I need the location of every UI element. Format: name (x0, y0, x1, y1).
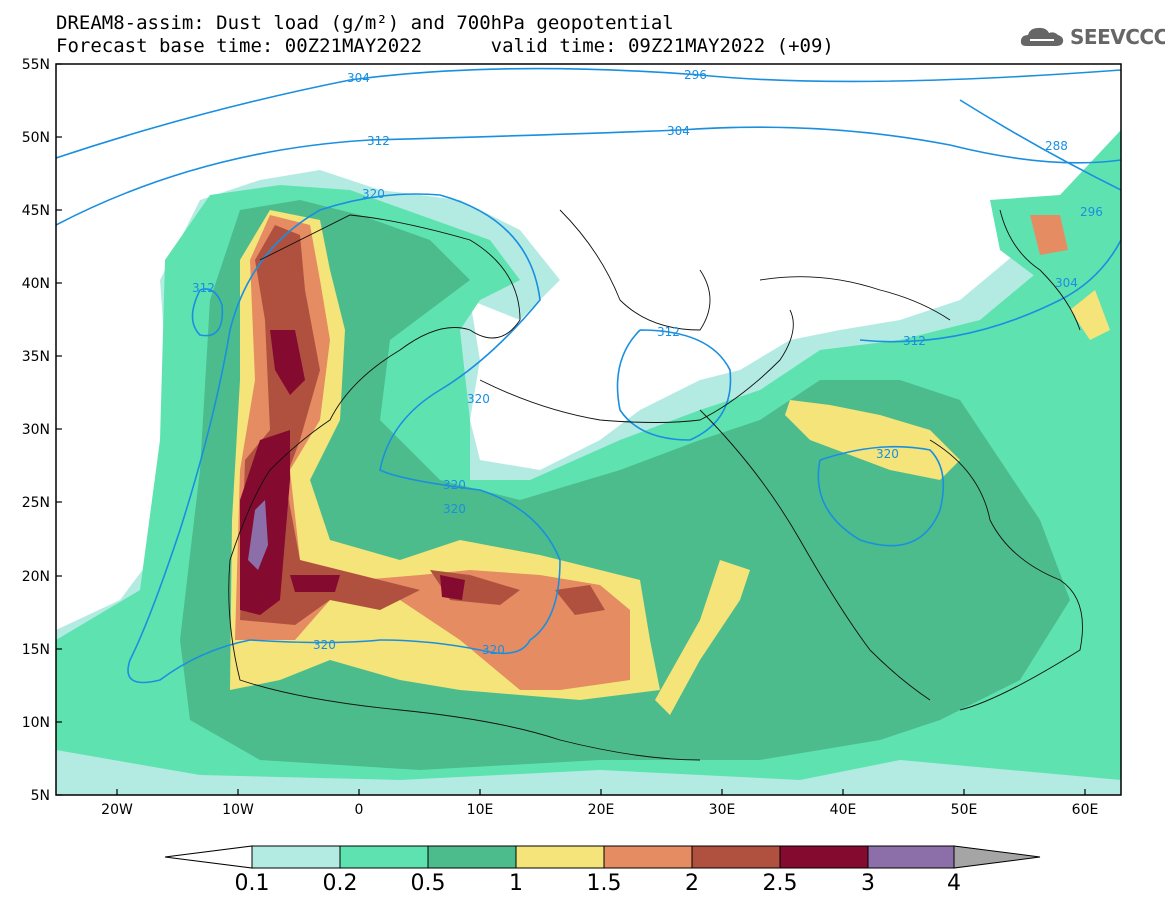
seevccc-logo: SEEVCCC (1018, 24, 1165, 50)
coastline (479, 309, 794, 423)
colorbar-swatch (867, 845, 955, 869)
dust-level-1-east (785, 400, 960, 480)
lon-label: 20E (588, 802, 615, 818)
contour-label: 320 (443, 502, 466, 516)
contour-label: 304 (667, 124, 690, 138)
colorbar-label: 4 (947, 871, 961, 896)
dust-level-2.5-d (440, 575, 465, 600)
colorbar-swatch (603, 845, 693, 869)
contour-label: 320 (467, 392, 490, 406)
colorbar-label: 0.2 (322, 871, 358, 896)
coastline (759, 276, 951, 321)
lat-label: 15N (22, 642, 50, 658)
contour-label: 312 (903, 334, 926, 348)
colorbar-left-arrow (164, 845, 253, 869)
dust-level-1-gulf (1070, 290, 1110, 340)
coastline (559, 209, 711, 331)
lat-label: 30N (22, 422, 50, 438)
colorbar-swatch (339, 845, 429, 869)
contour-line (127, 193, 561, 684)
contour-label: 312 (192, 281, 215, 295)
contour-label: 296 (684, 68, 707, 82)
colorbar-swatch (427, 845, 517, 869)
map-title: DREAM8-assim: Dust load (g/m²) and 700hP… (56, 12, 674, 34)
colorbar-label: 2 (685, 871, 699, 896)
contour-label: 288 (1045, 139, 1068, 153)
lon-label: 20W (101, 802, 133, 818)
dust-level-2.5-c (290, 575, 340, 592)
lat-label: 25N (22, 495, 50, 511)
geopotential-contours (56, 67, 1121, 684)
contour-label: 304 (347, 71, 370, 85)
contour-label: 320 (482, 643, 505, 657)
contour-label: 320 (876, 447, 899, 461)
dust-level-1.5-ne (1030, 215, 1068, 255)
contour-label: 304 (1055, 276, 1078, 290)
lat-label: 10N (22, 715, 50, 731)
coastline (228, 214, 701, 761)
lon-labels: 20W 10W 0 10E 20E 30E 40E 50E 60E (101, 802, 1098, 818)
dust-level-2-east (555, 585, 605, 615)
colorbar-label: 0.1 (234, 871, 270, 896)
contour-label: 320 (313, 638, 336, 652)
lat-label: 50N (22, 130, 50, 146)
contour-line (616, 329, 732, 441)
colorbar-swatch (779, 845, 869, 869)
lat-label: 40N (22, 276, 50, 292)
coastlines (228, 209, 1083, 761)
colorbar-label: 0.5 (410, 871, 446, 896)
contour-label: 312 (367, 134, 390, 148)
lon-label: 40E (830, 802, 857, 818)
lat-label: 5N (31, 788, 50, 804)
lon-label: 30E (709, 802, 736, 818)
colorbar-swatch (515, 845, 605, 869)
contour-label: 320 (443, 478, 466, 492)
colorbar-label: 1.5 (586, 871, 622, 896)
lon-label: 0 (355, 802, 364, 818)
lat-label: 55N (22, 57, 50, 73)
colorbar (164, 845, 1041, 869)
axis-ticks (56, 63, 1086, 796)
colorbar-right-arrow (953, 845, 1041, 869)
coastline (999, 209, 1081, 331)
lat-label: 20N (22, 569, 50, 585)
dust-level-3 (248, 500, 268, 570)
contour-line (859, 239, 1121, 343)
logo-text: SEEVCCC (1070, 25, 1165, 49)
contour-line (817, 445, 945, 547)
lon-label: 60E (1072, 802, 1099, 818)
colorbar-label: 1 (509, 871, 523, 896)
colorbar-swatch (251, 845, 341, 869)
lon-label: 10E (467, 802, 494, 818)
contour-label: 320 (362, 187, 385, 201)
contour-line (191, 288, 224, 337)
cloud-icon (1020, 27, 1064, 46)
colorbar-swatch (691, 845, 781, 869)
lat-labels: 55N 50N 45N 40N 35N 30N 25N 20N 15N 10N … (22, 57, 50, 804)
contour-label: 296 (1080, 205, 1103, 219)
contour-line (959, 99, 1121, 191)
contour-line (56, 126, 1121, 226)
dust-level-1-africa (655, 560, 750, 715)
contour-labels: 304 296 312 304 288 296 320 312 304 312 … (192, 68, 1103, 657)
forecast-times: Forecast base time: 00Z21MAY2022 valid t… (56, 35, 834, 57)
contour-label: 312 (657, 325, 680, 339)
contour-line (56, 67, 1121, 159)
lon-label: 50E (951, 802, 978, 818)
lat-label: 45N (22, 203, 50, 219)
colorbar-label: 3 (861, 871, 875, 896)
coastline (929, 439, 1083, 711)
coastline (699, 409, 931, 701)
dust-level-2.5-b (270, 330, 305, 395)
colorbar-label: 2.5 (762, 871, 798, 896)
lat-label: 35N (22, 349, 50, 365)
lon-label: 10W (222, 802, 254, 818)
dust-fields (56, 130, 1121, 795)
